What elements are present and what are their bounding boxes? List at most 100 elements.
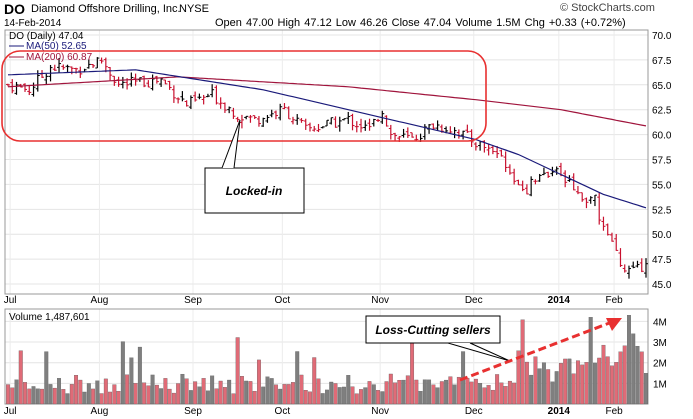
x-tick-label: Oct [275,406,291,417]
volume-bar [295,351,300,405]
volume-bar [529,374,534,405]
volume-bar [597,357,602,405]
volume-bar [18,350,23,405]
volume-bar [308,391,312,405]
loss-cutting-callout-pointer [447,342,511,362]
volume-bar [6,384,10,405]
volume-bar [133,383,138,405]
x-tick-label: Aug [91,295,109,306]
volume-bar [27,388,32,405]
volume-bar [316,378,321,405]
x-tick-label: 2014 [548,295,571,306]
volume-bar [269,378,274,405]
volume-bar [439,381,444,405]
volume-trend-arrowhead [606,318,622,331]
price-tick-label: 50.0 [652,230,672,241]
volume-bar [359,389,363,405]
volume-bar [205,390,210,405]
volume-legend: Volume 1,487,601 [9,312,90,323]
volume-bar [533,356,538,405]
volume-bar [333,383,338,405]
volume-bar [393,382,398,405]
volume-bar [91,388,96,405]
ma200-line [7,76,647,127]
volume-bar [354,393,359,405]
volume-bar [57,378,61,405]
volume-bar [65,393,70,405]
ma200-legend: MA(200) 60.87 [26,52,93,63]
loss-cutting-callout-box [365,315,501,344]
volume-bar [414,379,419,405]
price-tick-label: 57.5 [652,156,672,167]
volume-bar [125,374,130,405]
ticker-symbol: DO [4,1,25,17]
price-tick-label: 47.5 [652,255,672,266]
volume-bar [541,362,546,405]
volume-bar [256,359,261,405]
volume-bar [622,345,627,405]
volume-bar [291,382,295,405]
exchange-label: NYSE [179,3,209,15]
volume-bar [516,350,521,405]
volume-bar [388,373,393,405]
volume-bar [299,374,304,405]
volume-bar [593,362,597,405]
volume-bar [214,388,219,405]
price-tick-label: 65.0 [652,81,672,92]
volume-trend-arrow [459,320,613,382]
x-tick-label: Jul [4,295,17,306]
ma50-line [7,69,647,209]
locked-in-callout-pointer [221,119,241,169]
price-axis: 45.0 47.5 50.0 52.5 55.0 57.5 60.0 62.5 65.0 67.5… [652,31,672,291]
locked-in-label: Locked-in [226,184,283,198]
volume-bar [150,374,155,405]
volume-bar [180,373,185,405]
price-bars [6,57,648,279]
volume-bar [405,375,410,405]
volume-bar [584,362,589,405]
volume-bar [601,344,606,405]
loss-cutting-label: Loss-Cutting sellers [375,323,491,337]
volume-bar [167,388,172,405]
volume-bar [31,386,36,405]
volume-bar [554,371,559,405]
volume-tick-label: 2M [653,359,667,370]
volume-bar [116,391,121,405]
price-tick-label: 70.0 [652,31,672,42]
price-tick-label: 52.5 [652,205,672,216]
volume-bar [490,389,495,405]
volume-bar [465,377,470,405]
volume-bar [627,315,631,405]
volume-bar [456,376,461,405]
volume-bar [210,375,215,405]
volume-bars [6,315,648,405]
volume-bar [159,388,164,405]
volume-bar [274,384,278,405]
price-tick-label: 55.0 [652,180,672,191]
volume-bar [610,365,614,405]
volume-bar [163,378,168,405]
x-tick-label: Sep [184,295,202,306]
volume-bar [261,386,266,405]
volume-bar [452,384,457,405]
volume-bar [320,393,325,405]
volume-bar [52,387,57,405]
x-tick-label: Aug [91,406,109,417]
volume-bar [571,373,576,405]
volume-bar [129,357,134,405]
volume-bar [384,381,389,405]
volume-bar [82,391,87,405]
volume-bar [78,379,83,405]
price-legend: DO (Daily) 47.04 [9,31,84,42]
volume-bar [137,346,142,405]
volume-bar [265,376,270,405]
volume-bar [512,382,517,405]
volume-bar [303,390,308,405]
volume-bar [40,388,44,405]
volume-bar [644,373,648,405]
volume-bar [222,387,227,405]
volume-bar [482,387,487,405]
volume-bar [431,384,436,405]
volume-bar [14,379,19,405]
volume-bar [550,381,555,405]
